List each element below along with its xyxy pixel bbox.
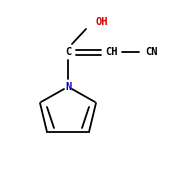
Text: C: C	[65, 47, 71, 57]
Text: OH: OH	[95, 17, 107, 27]
Text: CN: CN	[146, 47, 158, 57]
Text: CH: CH	[105, 47, 117, 57]
Text: N: N	[65, 82, 71, 92]
